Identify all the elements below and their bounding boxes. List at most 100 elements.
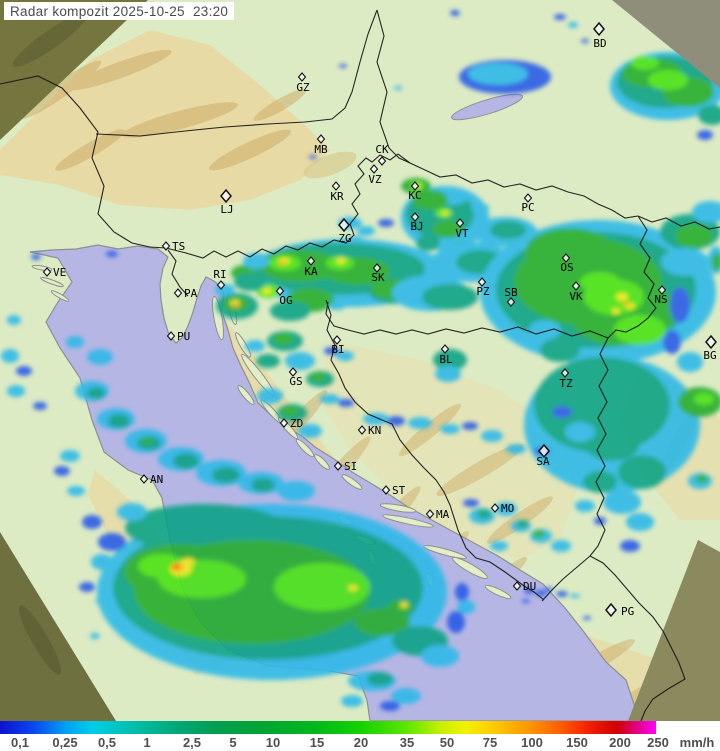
city-ns: NS [654, 285, 668, 306]
precip-cell [670, 287, 690, 323]
city-label-og: OG [279, 294, 292, 307]
precip-cell [698, 105, 720, 125]
city-label-sa: SA [536, 455, 550, 468]
city-diamond-icon [523, 193, 533, 203]
precip-cell [694, 393, 714, 405]
precip-cell [506, 444, 526, 454]
precip-cell [281, 406, 299, 416]
city-og: OG [275, 286, 293, 307]
city-vz: VZ [368, 164, 382, 186]
precip-cell [462, 422, 478, 430]
city-markers-layer: GZ BD MB CK VZ KR LJ KC ZG BJ VT PC TS VE RI PA KA SK OG PZ… [42, 21, 717, 618]
precip-cell [270, 301, 310, 321]
city-label-bi: BI [331, 343, 344, 356]
precip-cell [348, 585, 358, 591]
city-diamond-icon [332, 335, 342, 345]
legend-tick-0,1: 0,1 [11, 735, 29, 750]
precip-cell [298, 424, 322, 438]
precip-cell [181, 558, 195, 566]
precip-cell [618, 455, 666, 489]
precip-cell [277, 481, 315, 501]
city-label-pz: PZ [476, 285, 490, 298]
legend-tick-15: 15 [310, 735, 324, 750]
city-diamond-icon [425, 509, 435, 519]
city-diamond-icon [166, 331, 176, 341]
precip-cell [391, 688, 421, 704]
precip-cell [172, 565, 178, 569]
city-diamond-icon [369, 164, 379, 174]
city-diamond-icon [220, 188, 232, 204]
city-diamond-icon [410, 181, 420, 191]
precip-cell [552, 406, 572, 418]
precip-cell [575, 500, 595, 512]
precip-cell [285, 352, 315, 370]
city-pc: PC [521, 193, 535, 214]
city-diamond-icon [42, 267, 52, 277]
precip-cell [96, 595, 116, 607]
city-label-vz: VZ [368, 173, 382, 186]
precip-cell [551, 540, 571, 552]
precip-cell [626, 513, 654, 531]
precip-cell [363, 413, 389, 425]
precip-cell [117, 503, 147, 521]
city-label-zd: ZD [290, 417, 303, 430]
precip-cell [234, 273, 266, 291]
city-diamond-icon [560, 368, 570, 378]
precip-cell [435, 366, 461, 382]
precip-cell [556, 367, 604, 397]
city-diamond-icon [331, 181, 341, 191]
precip-cell [490, 221, 526, 239]
city-label-bg: BG [703, 349, 716, 362]
city-vk: VK [569, 281, 583, 303]
precip-cell [31, 254, 41, 260]
city-sk: SK [371, 263, 385, 284]
city-label-du: DU [523, 580, 536, 593]
city-label-ts: TS [172, 240, 185, 253]
city-bg: BG [703, 334, 717, 362]
precip-cell [441, 211, 449, 215]
precip-cell [387, 416, 405, 426]
precip-cell [661, 248, 709, 276]
precip-cell [712, 253, 720, 271]
precip-cell [450, 10, 460, 16]
precip-cell [60, 450, 80, 462]
precip-cell [472, 64, 504, 78]
city-label-sb: SB [504, 286, 518, 299]
city-bl: BL [439, 344, 453, 366]
precip-cell [580, 272, 620, 292]
precip-cell [7, 315, 21, 325]
city-label-gz: GZ [296, 81, 310, 94]
legend-tick-5: 5 [229, 735, 236, 750]
legend-tick-200: 200 [609, 735, 631, 750]
precip-cell [533, 530, 545, 538]
precip-cell [581, 39, 589, 43]
precip-cell [623, 302, 629, 306]
city-diamond-icon [410, 212, 420, 222]
precip-cell [336, 258, 346, 264]
city-label-os: OS [560, 261, 573, 274]
city-label-zg: ZG [338, 232, 351, 245]
precip-cell [310, 372, 326, 382]
city-label-kn: KN [368, 424, 381, 437]
city-diamond-icon [377, 156, 387, 166]
precip-cell [256, 354, 280, 368]
legend-tick-2,5: 2,5 [183, 735, 201, 750]
city-diamond-icon [593, 21, 605, 37]
precip-cell [422, 284, 478, 310]
precip-cell [141, 437, 153, 445]
precip-cell [233, 303, 239, 307]
city-pz: PZ [476, 277, 490, 298]
precip-cell [568, 22, 578, 28]
precip-cell [455, 583, 469, 601]
legend-unit-label: mm/h [680, 735, 715, 750]
precip-cell [696, 475, 708, 483]
precip-cell [7, 385, 25, 397]
city-diamond-icon [561, 253, 571, 263]
city-diamond-icon [605, 602, 617, 618]
precip-cell [677, 352, 703, 372]
city-diamond-icon [490, 503, 500, 513]
precip-cell [257, 388, 283, 404]
city-gz: GZ [296, 72, 310, 94]
precip-cell [697, 130, 713, 140]
